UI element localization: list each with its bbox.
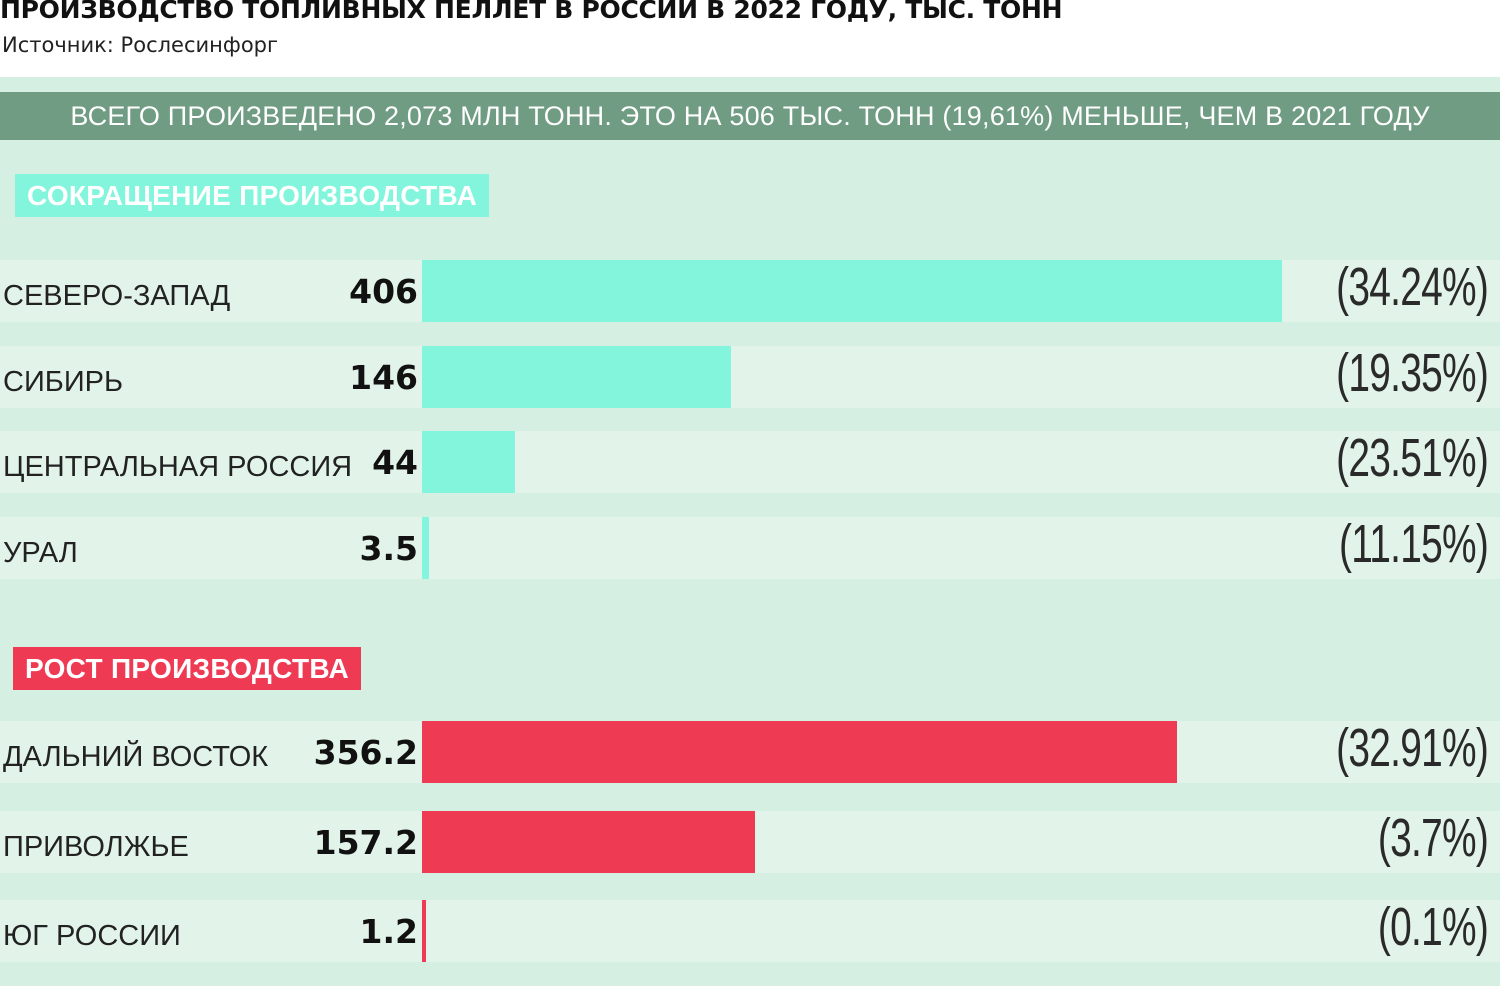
change-percent-label: (0.1%): [1377, 897, 1489, 957]
value-label: 157.2: [313, 823, 418, 862]
region-label: УРАЛ: [3, 537, 78, 569]
change-percent-label: (19.35%): [1335, 343, 1489, 403]
bar: [422, 431, 516, 493]
group-label-increase: РОСТ ПРОИЗВОДСТВА: [13, 647, 362, 690]
region-label: ПРИВОЛЖЬЕ: [3, 831, 189, 863]
chart-title: ПРОИЗВОДСТВО ТОПЛИВНЫХ ПЕЛЛЕТ В РОССИИ В…: [0, 0, 1063, 24]
bar-row: СЕВЕРО-ЗАПАД 406 (34.24%): [0, 257, 1500, 322]
bar-row: ПРИВОЛЖЬЕ 157.2 (3.7%): [0, 808, 1500, 873]
bar-row: СИБИРЬ 146 (19.35%): [0, 343, 1500, 408]
region-label: СЕВЕРО-ЗАПАД: [3, 280, 231, 312]
change-percent-label: (32.91%): [1335, 718, 1489, 778]
bar: [422, 721, 1177, 783]
bar-row: ДАЛЬНИЙ ВОСТОК 356.2 (32.91%): [0, 718, 1500, 783]
change-percent-label: (3.7%): [1377, 808, 1489, 868]
change-percent-label: (34.24%): [1335, 257, 1489, 317]
region-label: СИБИРЬ: [3, 366, 124, 398]
chart-source: Источник: Рослесинфорг: [2, 33, 279, 57]
value-label: 406: [349, 272, 418, 311]
bar: [422, 811, 755, 873]
value-label: 146: [349, 358, 418, 397]
region-label: ДАЛЬНИЙ ВОСТОК: [3, 741, 269, 773]
change-percent-label: (23.51%): [1335, 428, 1489, 488]
summary-banner: ВСЕГО ПРОИЗВЕДЕНО 2,073 МЛН ТОНН. ЭТО НА…: [0, 92, 1500, 140]
bar-row: ЮГ РОССИИ 1.2 (0.1%): [0, 897, 1500, 962]
bar-row: ЦЕНТРАЛЬНАЯ РОССИЯ 44 (23.51%): [0, 428, 1500, 493]
value-label: 44: [372, 443, 418, 482]
bar-row: УРАЛ 3.5 (11.15%): [0, 514, 1500, 579]
value-label: 1.2: [359, 912, 418, 951]
region-label: ЮГ РОССИИ: [3, 920, 181, 952]
region-label: ЦЕНТРАЛЬНАЯ РОССИЯ: [3, 451, 353, 483]
change-percent-label: (11.15%): [1338, 514, 1489, 574]
bar: [422, 346, 732, 408]
bar: [422, 900, 426, 962]
group-label-decrease: СОКРАЩЕНИЕ ПРОИЗВОДСТВА: [15, 174, 490, 217]
value-label: 356.2: [313, 733, 418, 772]
bar: [422, 517, 430, 579]
value-label: 3.5: [359, 529, 418, 568]
bar: [422, 260, 1282, 322]
